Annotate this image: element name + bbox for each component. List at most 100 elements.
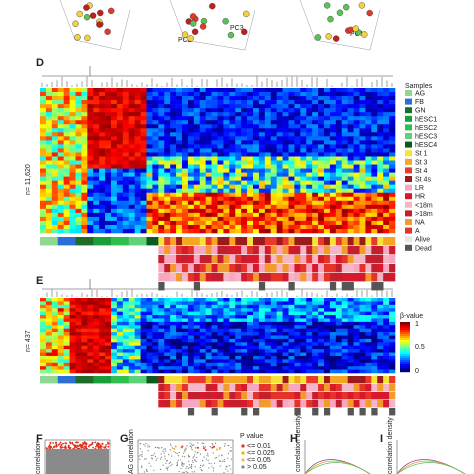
heatmap-cell bbox=[87, 132, 94, 137]
heatmap-cell bbox=[170, 212, 177, 218]
heatmap-cell bbox=[365, 366, 372, 370]
point bbox=[211, 466, 213, 468]
annotation-cell bbox=[241, 273, 248, 282]
heatmap-cell bbox=[276, 88, 283, 93]
heatmap-cell bbox=[152, 92, 159, 97]
heatmap-cell bbox=[111, 184, 118, 189]
annotation-cell bbox=[353, 273, 360, 282]
heatmap-cell bbox=[294, 308, 301, 312]
heatmap-cell bbox=[353, 156, 360, 161]
annotation-cell bbox=[294, 400, 301, 408]
heatmap-cell bbox=[193, 136, 201, 141]
heatmap-cell bbox=[371, 164, 378, 169]
heatmap-cell bbox=[306, 216, 313, 222]
heatmap-cell bbox=[105, 200, 112, 206]
annotation-cell bbox=[247, 273, 254, 282]
heatmap-cell bbox=[324, 342, 331, 347]
heatmap-cell bbox=[63, 338, 70, 343]
heatmap-cell bbox=[40, 212, 47, 218]
point bbox=[223, 445, 226, 447]
heatmap-cell bbox=[229, 325, 236, 329]
heatmap-cell bbox=[347, 120, 354, 125]
heatmap-cell bbox=[57, 204, 64, 210]
annotation-cell bbox=[205, 384, 212, 392]
heatmap-cell bbox=[69, 352, 76, 357]
annotation-cell bbox=[341, 384, 348, 392]
heatmap-cell bbox=[211, 204, 218, 210]
heatmap-cell bbox=[241, 228, 248, 234]
heatmap-cell bbox=[312, 180, 319, 185]
heatmap-cell bbox=[335, 325, 343, 329]
heatmap-cell bbox=[312, 352, 319, 357]
annotation-cell bbox=[51, 376, 59, 384]
heatmap-cell bbox=[324, 352, 331, 357]
point bbox=[140, 454, 142, 456]
annotation-cell bbox=[359, 255, 366, 264]
heatmap-cell bbox=[69, 311, 76, 316]
heatmap-cell bbox=[365, 311, 372, 316]
heatmap-cell bbox=[87, 164, 94, 169]
heatmap-cell bbox=[347, 168, 354, 173]
heatmap-cell bbox=[329, 144, 337, 149]
heatmap-cell bbox=[63, 144, 70, 149]
heatmap-cell bbox=[75, 116, 82, 121]
point bbox=[69, 442, 72, 445]
heatmap-cell bbox=[152, 196, 159, 202]
heatmap-cell bbox=[347, 92, 354, 97]
heatmap-cell bbox=[152, 369, 159, 374]
heatmap-cell bbox=[235, 212, 242, 218]
heatmap-cell bbox=[383, 152, 390, 157]
heatmap-cell bbox=[93, 140, 100, 145]
heatmap-cell bbox=[276, 366, 283, 370]
heatmap-cell bbox=[288, 204, 295, 210]
annotation-cell bbox=[383, 255, 390, 264]
annotation-cell bbox=[193, 246, 201, 255]
annotation-cell bbox=[324, 246, 331, 255]
heatmap-cell bbox=[75, 362, 82, 367]
heatmap-cell bbox=[276, 208, 283, 214]
heatmap-cell bbox=[93, 298, 100, 302]
heatmap-cell bbox=[75, 332, 82, 336]
heatmap-cell bbox=[146, 204, 153, 210]
heatmap-cell bbox=[152, 228, 159, 234]
heatmap-cell bbox=[140, 124, 147, 129]
heatmap-cell bbox=[300, 338, 307, 343]
heatmap-cell bbox=[318, 321, 325, 326]
annotation-cell bbox=[229, 376, 236, 384]
heatmap-cell bbox=[282, 92, 289, 97]
heatmap-cell bbox=[128, 325, 135, 329]
annotation-cell bbox=[258, 384, 266, 392]
heatmap-cell bbox=[81, 132, 88, 137]
heatmap-cell bbox=[329, 136, 337, 141]
heatmap-cell bbox=[45, 308, 53, 312]
heatmap-cell bbox=[176, 366, 183, 370]
heatmap-cell bbox=[75, 144, 82, 149]
heatmap-cell bbox=[40, 132, 47, 137]
heatmap-cell bbox=[365, 318, 372, 323]
heatmap-cell bbox=[270, 216, 277, 222]
heatmap-cell bbox=[258, 196, 266, 202]
annotation-cell bbox=[93, 376, 100, 384]
heatmap-cell bbox=[312, 298, 319, 302]
heatmap-cell bbox=[51, 184, 59, 189]
heatmap-cell bbox=[383, 342, 390, 347]
heatmap-cell bbox=[353, 355, 360, 360]
point bbox=[57, 444, 60, 446]
annotation-cell bbox=[253, 264, 260, 273]
annotation-cell bbox=[75, 237, 82, 246]
heatmap-cell bbox=[140, 224, 147, 230]
annotation-cell bbox=[45, 237, 53, 246]
heatmap-cell bbox=[253, 188, 260, 194]
heatmap-cell bbox=[306, 200, 313, 206]
annotation-cell bbox=[371, 273, 378, 282]
panel-label: D bbox=[36, 57, 44, 69]
heatmap-cell bbox=[229, 311, 236, 316]
heatmap-cell bbox=[276, 318, 283, 323]
heatmap-cell bbox=[324, 308, 331, 312]
point bbox=[180, 467, 182, 470]
heatmap-cell bbox=[300, 212, 307, 218]
heatmap-cell bbox=[176, 148, 183, 153]
heatmap-cell bbox=[105, 304, 112, 309]
annotation-cell bbox=[288, 392, 295, 400]
heatmap-cell bbox=[57, 355, 64, 360]
